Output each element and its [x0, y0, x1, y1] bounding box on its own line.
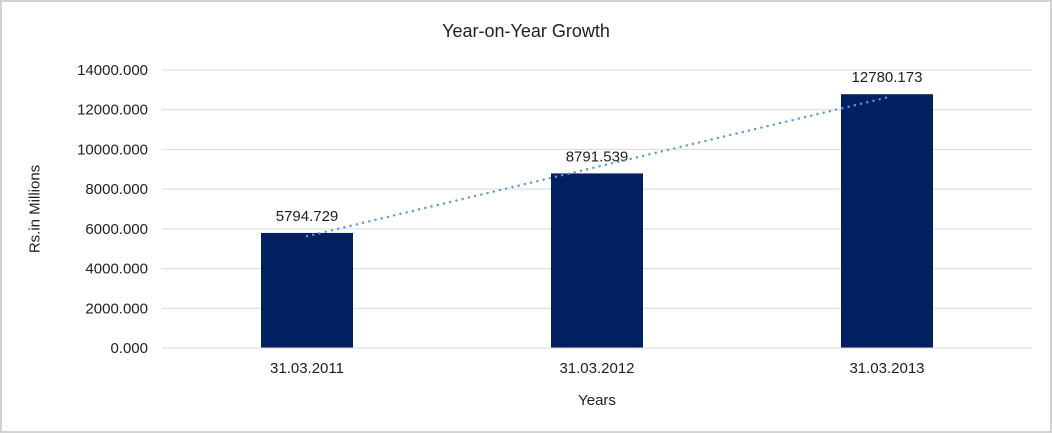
- y-tick-label: 12000.000: [77, 102, 148, 119]
- y-tick-label: 6000.000: [85, 221, 148, 238]
- data-label: 8791.539: [566, 148, 629, 165]
- x-tick-label: 31.03.2013: [849, 360, 924, 377]
- bar: [551, 173, 643, 348]
- y-tick-label: 8000.000: [85, 181, 148, 198]
- x-tick-label: 31.03.2011: [270, 360, 344, 377]
- x-axis-title: Years: [578, 392, 616, 409]
- y-tick-label: 4000.000: [85, 261, 148, 278]
- y-tick-label: 2000.000: [85, 300, 148, 317]
- y-axis-title: Rs.in Millions: [26, 164, 44, 254]
- bar: [261, 232, 353, 348]
- y-tick-label: 0.000: [110, 340, 148, 357]
- y-tick-label: 14000.000: [77, 62, 148, 79]
- x-tick-label: 31.03.2012: [559, 360, 634, 377]
- y-tick-label: 10000.000: [77, 141, 148, 158]
- data-label: 12780.173: [852, 69, 923, 86]
- bar: [841, 94, 933, 348]
- data-label: 5794.729: [276, 208, 339, 225]
- chart-title: Year-on-Year Growth: [442, 21, 610, 41]
